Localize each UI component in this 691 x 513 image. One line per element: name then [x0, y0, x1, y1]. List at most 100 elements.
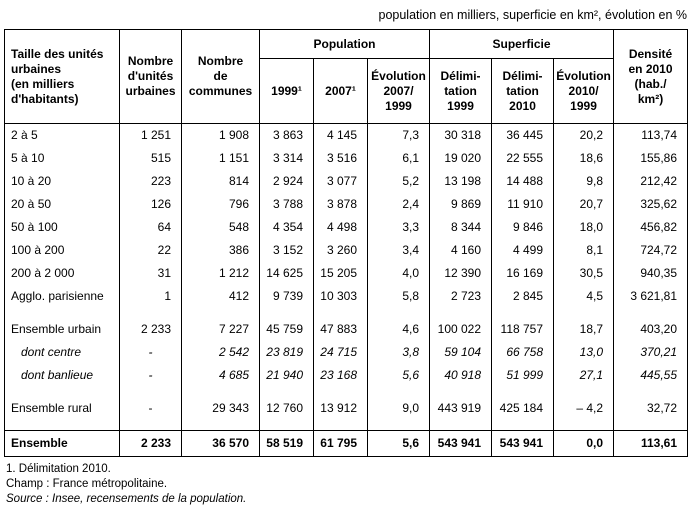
data-cell: 3 788 [259, 193, 314, 216]
data-cell: 4 499 [491, 239, 555, 262]
data-cell: 4,6 [366, 318, 431, 341]
data-cell: 22 555 [491, 147, 555, 170]
spacer-cell [553, 308, 615, 318]
data-cell: 13 198 [429, 170, 493, 193]
data-cell: 58 519 [259, 430, 314, 457]
row-label: Ensemble rural [4, 397, 120, 420]
data-cell: 16 169 [491, 262, 555, 285]
data-cell: 5,6 [366, 430, 431, 457]
data-cell: 5,6 [366, 364, 431, 387]
spacer-cell [4, 420, 120, 431]
spacer-cell [259, 387, 314, 397]
spacer-cell [366, 387, 431, 397]
spacer-cell [553, 420, 615, 431]
data-cell: 8,1 [553, 239, 615, 262]
data-cell: 9,0 [366, 397, 431, 420]
data-cell: 40 918 [429, 364, 493, 387]
data-cell: 3 260 [313, 239, 368, 262]
urban-units-table: Taille des unités urbaines (en milliers … [4, 29, 689, 457]
data-cell: 724,72 [613, 239, 689, 262]
spacer-cell [181, 420, 260, 431]
spacer-cell [429, 308, 493, 318]
footnote-delimitation: 1. Délimitation 2010. [6, 463, 111, 475]
data-cell: 9 739 [259, 285, 314, 308]
table-row: Ensemble urbain 2 233 7 227 45 759 47 883 4,6… [4, 318, 689, 341]
data-cell: 425 184 [491, 397, 555, 420]
data-cell: 3 077 [313, 170, 368, 193]
data-cell: 2 845 [491, 285, 555, 308]
spacer-cell [491, 308, 555, 318]
table-row: Ensemble rural -29 343 12 760 13 912 9,0 443 … [4, 397, 689, 420]
data-cell: 18,7 [553, 318, 615, 341]
data-cell: 21 940 [259, 364, 314, 387]
data-cell: 1 251 [119, 123, 182, 147]
header-nb-communes: Nombre de communes [181, 29, 260, 124]
spacer-row [4, 308, 689, 318]
data-cell: 15 205 [313, 262, 368, 285]
data-cell: 66 758 [491, 341, 555, 364]
spacer-cell [366, 420, 431, 431]
data-cell: 7 227 [181, 318, 260, 341]
data-cell: 940,35 [613, 262, 689, 285]
data-cell: 126 [119, 193, 182, 216]
header-pop-evolution: Évolution 2007/ 1999 [366, 58, 431, 124]
row-label: 50 à 100 [4, 216, 120, 239]
data-cell: 456,82 [613, 216, 689, 239]
table-row: 10 à 20 223 814 2 924 3 077 5,2 13 198 14 488 9,… [4, 170, 689, 193]
header-nb-unites: Nombre d'unités urbaines [119, 29, 182, 124]
data-cell: 100 022 [429, 318, 493, 341]
data-cell: 113,74 [613, 123, 689, 147]
header-population-group: Population [258, 29, 431, 59]
table-row: 5 à 10 515 1 151 3 314 3 516 6,1 19 020 22 555 1… [4, 147, 689, 170]
data-cell: 412 [181, 285, 260, 308]
data-cell: - [119, 397, 182, 420]
spacer-cell [119, 420, 182, 431]
spacer-cell [181, 308, 260, 318]
data-cell: 1 151 [181, 147, 260, 170]
data-cell: 11 910 [491, 193, 555, 216]
data-cell: 24 715 [313, 341, 368, 364]
data-cell: 3 516 [313, 147, 368, 170]
table-row: 100 à 200 22 386 3 152 3 260 3,4 4 160 4 499 8,1… [4, 239, 689, 262]
spacer-cell [4, 387, 120, 397]
data-cell: 3 152 [259, 239, 314, 262]
data-cell: 370,21 [613, 341, 689, 364]
data-cell: 9,8 [553, 170, 615, 193]
data-cell: 515 [119, 147, 182, 170]
data-cell: 8 344 [429, 216, 493, 239]
spacer-cell [613, 387, 689, 397]
data-cell: – 4,2 [553, 397, 615, 420]
data-cell: 13 912 [313, 397, 368, 420]
data-cell: 4 498 [313, 216, 368, 239]
spacer-cell [259, 420, 314, 431]
data-cell: 1 [119, 285, 182, 308]
data-cell: 4 160 [429, 239, 493, 262]
spacer-cell [613, 308, 689, 318]
table-row: Ensemble 2 233 36 570 58 519 61 795 5,6 543 94… [4, 430, 689, 457]
data-cell: 31 [119, 262, 182, 285]
data-cell: 20,7 [553, 193, 615, 216]
table-row: 200 à 2 000 31 1 212 14 625 15 205 4,0 12 390 1… [4, 262, 689, 285]
table-row: dont banlieue -4 685 21 940 23 168 5,6 40 918… [4, 364, 689, 387]
data-cell: 27,1 [553, 364, 615, 387]
footnotes: 1. Délimitation 2010. Champ : France mét… [6, 462, 691, 507]
data-cell: 14 488 [491, 170, 555, 193]
data-cell: 3,3 [366, 216, 431, 239]
data-cell: 47 883 [313, 318, 368, 341]
spacer-cell [613, 420, 689, 431]
row-label: Ensemble [4, 430, 120, 457]
data-cell: 12 390 [429, 262, 493, 285]
data-cell: 9 846 [491, 216, 555, 239]
spacer-cell [119, 308, 182, 318]
table-row: dont centre -2 542 23 819 24 715 3,8 59 104 66… [4, 341, 689, 364]
data-cell: 3 314 [259, 147, 314, 170]
data-cell: 1 212 [181, 262, 260, 285]
spacer-row [4, 420, 689, 431]
row-label: 10 à 20 [4, 170, 120, 193]
spacer-cell [313, 420, 368, 431]
header-pop-1999: 1999¹ [259, 58, 314, 124]
row-label: 5 à 10 [4, 147, 120, 170]
data-cell: 45 759 [259, 318, 314, 341]
table-row: 50 à 100 64 548 4 354 4 498 3,3 8 344 9 846 18,0… [4, 216, 689, 239]
